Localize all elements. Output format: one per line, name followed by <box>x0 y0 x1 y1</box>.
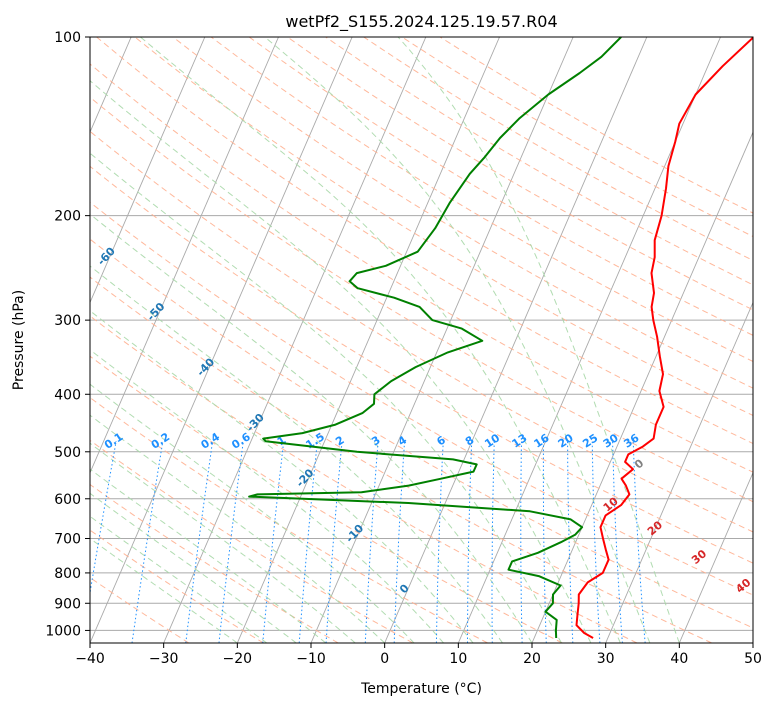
mixing-ratio-line <box>262 441 285 643</box>
dry-adiabat <box>90 96 753 503</box>
isotherm-line <box>605 301 753 643</box>
y-tick-label: 500 <box>54 445 81 461</box>
mixing-ratio-line <box>298 441 318 643</box>
y-tick-label: 600 <box>54 492 81 508</box>
y-tick-label: 400 <box>54 387 81 403</box>
x-tick-label: 10 <box>449 651 467 667</box>
mixing-ratio-line <box>90 441 117 596</box>
moist-adiabat <box>90 80 592 643</box>
mixing-ratio-line <box>435 441 444 643</box>
mixing-ratio-line <box>364 441 379 643</box>
x-tick-label: 40 <box>670 651 688 667</box>
moist-adiabat <box>140 37 621 643</box>
moist-adiabat <box>90 213 533 643</box>
dry-adiabat <box>325 37 753 286</box>
y-tick-label: 700 <box>54 532 81 548</box>
mixing-ratio-line <box>591 441 601 643</box>
moist-adiabat <box>90 468 327 643</box>
isotherm-line <box>678 471 753 643</box>
moist-adiabat <box>90 152 562 643</box>
y-tick-label: 1000 <box>45 623 81 639</box>
dry-adiabat <box>90 529 264 643</box>
isotherm-line <box>90 37 279 474</box>
mixing-ratio-line <box>393 441 406 643</box>
mixing-ratio-line <box>567 441 574 643</box>
moist-adiabat <box>397 37 680 643</box>
x-tick-label: −40 <box>75 651 105 667</box>
dry-adiabat <box>90 201 753 596</box>
x-tick-label: 0 <box>380 651 389 667</box>
plot-frame <box>89 36 754 644</box>
dry-adiabat <box>90 130 753 533</box>
mixing-ratio-line <box>185 441 214 643</box>
x-tick-label: 30 <box>597 651 615 667</box>
dewpoint-line <box>248 37 622 639</box>
moist-adiabat <box>90 537 238 643</box>
chart-title: wetPf2_S155.2024.125.19.57.R04 <box>285 12 557 32</box>
temperature-line <box>575 37 753 639</box>
y-tick-label: 300 <box>54 313 81 329</box>
isotherm-line <box>90 37 353 643</box>
moist-adiabat <box>90 515 268 643</box>
mixing-ratio-line <box>542 441 547 643</box>
dry-adiabat <box>90 483 339 643</box>
moist-adiabat <box>90 442 356 643</box>
dry-adiabat <box>90 165 753 564</box>
mixing-ratio-line <box>467 441 473 643</box>
mixing-ratio-line <box>520 441 523 643</box>
y-tick-label: 100 <box>54 30 81 46</box>
isotherm-line <box>384 37 648 643</box>
x-axis-label: Temperature (°C) <box>360 681 482 697</box>
mixing-ratio-line <box>632 441 646 643</box>
y-tick-label: 200 <box>54 209 81 225</box>
mixing-ratio-line <box>131 441 164 643</box>
mixing-ratio-line <box>325 441 343 643</box>
isotherm-line <box>163 37 427 643</box>
moist-adiabat <box>90 310 474 643</box>
dry-adiabat <box>287 37 753 311</box>
mixing-ratio-line <box>612 441 623 643</box>
x-tick-label: −30 <box>149 651 179 667</box>
dry-adiabat <box>134 37 753 416</box>
dry-adiabat <box>90 355 563 643</box>
dry-adiabat <box>90 276 712 643</box>
dry-adiabat <box>172 37 753 389</box>
x-tick-label: 50 <box>744 651 762 667</box>
moist-adiabat <box>90 492 297 643</box>
mixing-ratio-line <box>218 441 244 643</box>
y-axis-label: Pressure (hPa) <box>11 290 27 390</box>
y-tick-label: 900 <box>54 596 81 612</box>
isotherm-line <box>90 37 206 304</box>
x-tick-label: −10 <box>296 651 326 667</box>
y-tick-label: 800 <box>54 566 81 582</box>
dry-adiabat <box>90 238 753 629</box>
x-tick-label: −20 <box>223 651 253 667</box>
moist-adiabat <box>90 265 503 643</box>
mixing-ratio-line <box>491 441 495 643</box>
x-tick-label: 20 <box>523 651 541 667</box>
isotherm-line <box>531 131 753 643</box>
moist-adiabat <box>264 37 651 643</box>
isotherm-line <box>236 37 500 643</box>
